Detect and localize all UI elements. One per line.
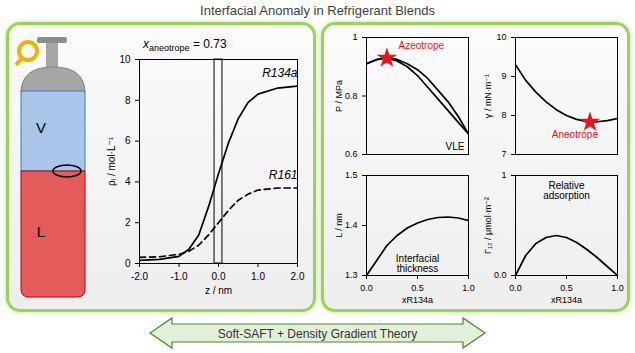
svg-text:1.5: 1.5 bbox=[345, 170, 358, 180]
svg-text:Soft-SAFT + Density Gradient T: Soft-SAFT + Density Gradient Theory bbox=[218, 327, 417, 341]
svg-text:-1.0: -1.0 bbox=[170, 271, 188, 282]
svg-text:0.6: 0.6 bbox=[345, 149, 358, 159]
svg-text:V: V bbox=[36, 119, 46, 136]
svg-text:P / MPa: P / MPa bbox=[334, 80, 344, 112]
svg-text:ρᵢ / mol·L⁻¹: ρᵢ / mol·L⁻¹ bbox=[106, 136, 117, 186]
svg-text:Interfacialthickness: Interfacialthickness bbox=[396, 253, 439, 274]
html-text:Interfacial Anomaly in Refrige: Interfacial Anomaly in Refrigerant Blend… bbox=[200, 3, 435, 18]
svg-text:7: 7 bbox=[501, 149, 506, 159]
svg-text:R134a: R134a bbox=[262, 66, 298, 80]
html-text:xaneotrope= 0.73: xaneotrope= 0.73 bbox=[143, 37, 227, 54]
svg-text:0.0: 0.0 bbox=[509, 283, 522, 293]
svg-text:0.0: 0.0 bbox=[494, 270, 507, 280]
svg-text:L / nm: L / nm bbox=[334, 213, 344, 238]
svg-text:9: 9 bbox=[501, 71, 506, 81]
svg-text:6: 6 bbox=[125, 135, 131, 146]
svg-text:4: 4 bbox=[125, 176, 131, 187]
svg-text:0.5: 0.5 bbox=[560, 283, 573, 293]
svg-text:0: 0 bbox=[125, 258, 131, 269]
svg-text:-2.0: -2.0 bbox=[131, 271, 149, 282]
svg-text:L: L bbox=[37, 223, 45, 240]
svg-text:0.5: 0.5 bbox=[411, 283, 424, 293]
svg-text:1: 1 bbox=[501, 170, 506, 180]
svg-text:8: 8 bbox=[125, 95, 131, 106]
svg-text:R161: R161 bbox=[269, 168, 298, 182]
svg-text:1.4: 1.4 bbox=[345, 220, 358, 230]
svg-text:Relativeadsorption: Relativeadsorption bbox=[543, 180, 590, 201]
svg-text:1.0: 1.0 bbox=[251, 271, 265, 282]
svg-text:1.3: 1.3 bbox=[345, 270, 358, 280]
svg-text:xR134a: xR134a bbox=[551, 295, 582, 305]
svg-text:xR134a: xR134a bbox=[402, 295, 433, 305]
svg-text:2.0: 2.0 bbox=[291, 271, 305, 282]
svg-text:Γ₁₂ / μmol·m⁻²: Γ₁₂ / μmol·m⁻² bbox=[483, 197, 493, 254]
svg-text:0.0: 0.0 bbox=[360, 283, 373, 293]
svg-text:Azeotrope: Azeotrope bbox=[399, 40, 445, 51]
svg-text:1: 1 bbox=[352, 32, 357, 42]
svg-text:10: 10 bbox=[119, 54, 131, 65]
svg-text:1.0: 1.0 bbox=[462, 283, 475, 293]
svg-text:1.0: 1.0 bbox=[611, 283, 624, 293]
svg-text:10: 10 bbox=[496, 32, 506, 42]
svg-text:0.8: 0.8 bbox=[345, 91, 358, 101]
svg-text:VLE: VLE bbox=[446, 141, 465, 152]
svg-text:γ / mN·m⁻¹: γ / mN·m⁻¹ bbox=[483, 74, 493, 118]
svg-text:Aneotrope: Aneotrope bbox=[552, 129, 599, 140]
svg-text:0.0: 0.0 bbox=[212, 271, 226, 282]
svg-text:8: 8 bbox=[501, 110, 506, 120]
svg-text:z / nm: z / nm bbox=[205, 285, 232, 296]
svg-text:2: 2 bbox=[125, 217, 131, 228]
